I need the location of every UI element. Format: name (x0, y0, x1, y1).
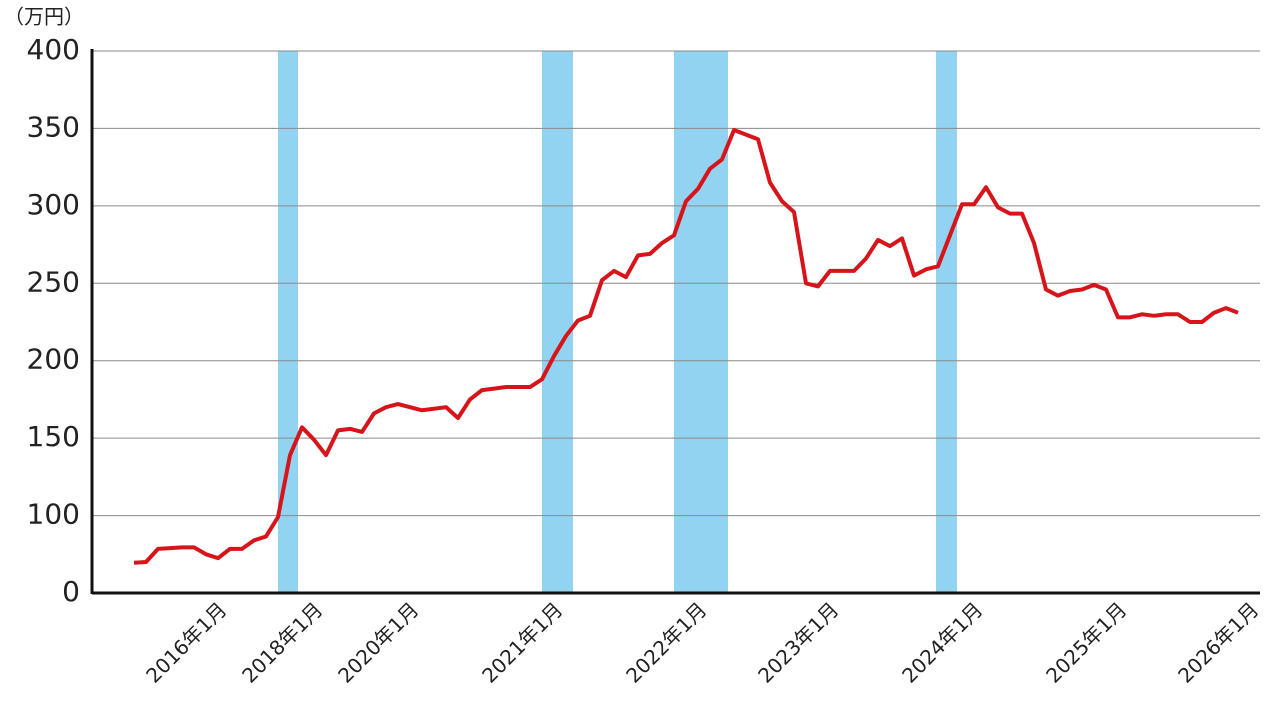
y-tick-label: 300 (27, 188, 80, 221)
x-tick-label: 2020年1月 (333, 597, 423, 687)
y-tick-label: 350 (27, 110, 80, 143)
y-tick-label: 400 (27, 33, 80, 66)
data-line (133, 127, 1239, 565)
x-tick-label: 2016年1月 (141, 597, 231, 687)
y-tick-label: 250 (27, 265, 80, 298)
highlight-band (936, 51, 957, 593)
y-tick-label: 0 (62, 575, 80, 608)
x-tick-label: 2018年1月 (237, 597, 327, 687)
x-tick-label: 2023年1月 (753, 597, 843, 687)
y-tick-label: 150 (27, 420, 80, 453)
y-tick-label: 200 (27, 343, 80, 376)
x-tick-label: 2025年1月 (1041, 597, 1131, 687)
x-tick-label: 2026年1月 (1173, 597, 1263, 687)
highlight-bands (278, 51, 957, 593)
y-tick-label: 100 (27, 498, 80, 531)
unit-label: （万円） (4, 5, 84, 29)
x-tick-label: 2024年1月 (897, 597, 987, 687)
highlight-band (674, 51, 728, 593)
x-tick-label: 2021年1月 (477, 597, 567, 687)
highlight-band (278, 51, 298, 593)
x-tick-label: 2022年1月 (621, 597, 711, 687)
highlight-band (542, 51, 573, 593)
